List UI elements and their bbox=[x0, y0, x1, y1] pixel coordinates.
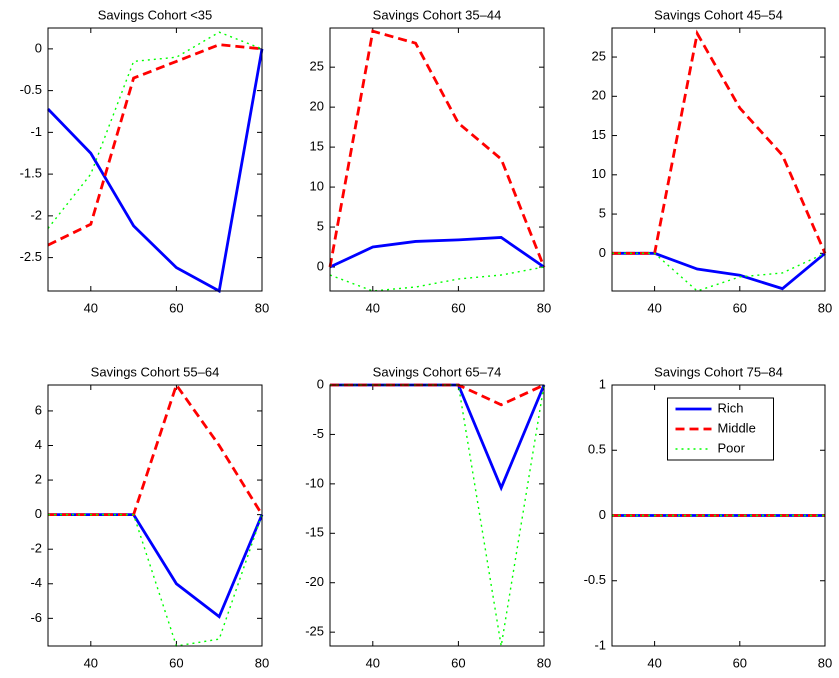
series-line bbox=[47, 43, 263, 247]
series-line bbox=[612, 29, 827, 255]
y-tick-label: 1 bbox=[599, 376, 606, 391]
x-tick-label: 60 bbox=[451, 300, 465, 315]
x-tick-label: 40 bbox=[84, 655, 98, 670]
y-tick-label: -1 bbox=[594, 637, 606, 652]
x-tick-label: 40 bbox=[84, 300, 98, 315]
y-tick-label: -5 bbox=[312, 426, 324, 441]
subplot: Savings Cohort 75–84 -1 -0.5 0 0.5 1 40 60 80 Ric… bbox=[584, 364, 833, 670]
subplot: Savings Cohort <35 -2.5 -2 -1.5 -1 -0.5 0 40 60 8… bbox=[20, 7, 270, 315]
x-tick-label: 40 bbox=[647, 300, 661, 315]
y-tick-label: 15 bbox=[310, 139, 324, 154]
x-tick-label: 60 bbox=[169, 300, 183, 315]
y-tick-label: -2 bbox=[30, 541, 42, 556]
y-tick-label: 0 bbox=[599, 245, 606, 260]
plot-frame bbox=[330, 385, 544, 646]
y-tick-label: 0 bbox=[317, 258, 324, 273]
x-tick-label: 60 bbox=[733, 655, 747, 670]
y-tick-label: 20 bbox=[592, 88, 606, 103]
y-tick-label: 20 bbox=[310, 99, 324, 114]
y-tick-label: -2.5 bbox=[20, 249, 42, 264]
y-tick-label: -2 bbox=[30, 207, 42, 222]
axes-box bbox=[611, 27, 826, 292]
y-tick-label: -10 bbox=[305, 475, 324, 490]
x-tick-label: 60 bbox=[733, 300, 747, 315]
subplot-title: Savings Cohort 55–64 bbox=[91, 364, 220, 379]
y-tick-label: 0 bbox=[599, 507, 606, 522]
x-tick-label: 40 bbox=[647, 655, 661, 670]
y-tick-label: 5 bbox=[317, 218, 324, 233]
x-tick-label: 60 bbox=[169, 655, 183, 670]
x-tick-label: 40 bbox=[366, 655, 380, 670]
x-tick-label: 80 bbox=[255, 655, 269, 670]
legend-label: Poor bbox=[718, 440, 746, 455]
y-tick-label: 25 bbox=[592, 48, 606, 63]
subplot-title: Savings Cohort 75–84 bbox=[654, 364, 783, 379]
subplot-title: Savings Cohort 65–74 bbox=[373, 364, 502, 379]
y-tick-label: 2 bbox=[35, 472, 42, 487]
y-tick-label: -0.5 bbox=[20, 82, 42, 97]
series-line bbox=[48, 513, 263, 647]
subplot-title: Savings Cohort 35–44 bbox=[373, 7, 502, 22]
legend-label: Middle bbox=[718, 420, 756, 435]
x-tick-label: 80 bbox=[818, 655, 832, 670]
x-tick-label: 80 bbox=[255, 300, 269, 315]
series-line bbox=[48, 383, 264, 517]
series-line bbox=[328, 29, 546, 268]
x-tick-label: 80 bbox=[818, 300, 832, 315]
y-tick-label: 6 bbox=[35, 402, 42, 417]
axes-box bbox=[329, 27, 545, 292]
series-line bbox=[329, 236, 545, 269]
series-line bbox=[612, 252, 826, 292]
subplot: Savings Cohort 35–44 0 5 10 15 20 25 40 60 80 bbox=[310, 7, 552, 315]
x-tick-label: 60 bbox=[451, 655, 465, 670]
y-tick-label: 10 bbox=[310, 179, 324, 194]
y-tick-label: -25 bbox=[305, 624, 324, 639]
axes-box bbox=[611, 384, 826, 647]
legend-label: Rich bbox=[718, 400, 744, 415]
x-tick-label: 40 bbox=[366, 300, 380, 315]
subplot-title: Savings Cohort 45–54 bbox=[654, 7, 783, 22]
y-tick-label: -4 bbox=[30, 575, 42, 590]
subplot: Savings Cohort 65–74 -25 -20 -15 -10 -5 0 40 60 8… bbox=[305, 364, 551, 670]
y-tick-label: -20 bbox=[305, 574, 324, 589]
y-tick-label: -0.5 bbox=[584, 572, 606, 587]
x-tick-label: 80 bbox=[537, 300, 551, 315]
y-tick-label: 10 bbox=[592, 166, 606, 181]
axes-box bbox=[47, 384, 263, 647]
y-tick-label: 0 bbox=[317, 376, 324, 391]
y-tick-label: 0 bbox=[35, 506, 42, 521]
plot-frame bbox=[612, 28, 825, 291]
axes-box bbox=[329, 384, 545, 647]
y-tick-label: -15 bbox=[305, 525, 324, 540]
y-tick-label: 15 bbox=[592, 127, 606, 142]
series-line bbox=[46, 48, 264, 293]
y-tick-label: 5 bbox=[599, 206, 606, 221]
axes-box bbox=[47, 27, 263, 292]
y-tick-label: -6 bbox=[30, 610, 42, 625]
subplot-title: Savings Cohort <35 bbox=[98, 7, 213, 22]
plot-frame bbox=[48, 28, 262, 291]
subplot: Savings Cohort 45–54 0 5 10 15 20 25 40 60 80 bbox=[592, 7, 833, 315]
y-tick-label: 25 bbox=[310, 59, 324, 74]
x-tick-label: 80 bbox=[537, 655, 551, 670]
y-tick-label: 0.5 bbox=[588, 442, 606, 457]
y-tick-label: -1 bbox=[30, 124, 42, 139]
y-tick-label: -1.5 bbox=[20, 166, 42, 181]
y-tick-label: 0 bbox=[35, 40, 42, 55]
y-tick-label: 4 bbox=[35, 437, 42, 452]
subplot: Savings Cohort 55–64 -6 -4 -2 0 2 4 6 40 60 80 bbox=[30, 364, 269, 670]
series-line bbox=[47, 31, 263, 229]
